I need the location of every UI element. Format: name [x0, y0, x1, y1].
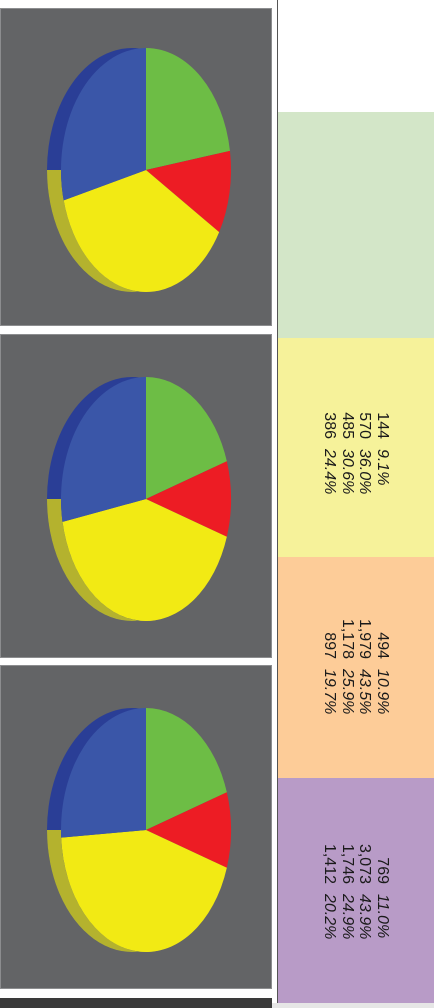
table-row: 3,073 43.9% [356, 836, 374, 950]
table-band-1 [277, 0, 434, 112]
pie-rim-lower [47, 499, 197, 621]
table-row: 494 10.9% [374, 611, 391, 725]
table-group-2: 144 9.1% 570 36.0% 485 30.6% 386 24.4% [321, 391, 392, 505]
row-count: 485 [339, 411, 356, 439]
pie-panel-2 [0, 334, 272, 658]
row-count: 570 [356, 411, 374, 439]
row-percent: 36.0% [356, 448, 374, 494]
pie-panel-1 [0, 8, 272, 326]
pie-slice-4 [61, 377, 146, 522]
pie-slice-3 [63, 170, 220, 292]
table-row: 1,746 24.9% [339, 836, 356, 950]
bottom-rule [0, 998, 272, 1008]
row-count: 1,412 [321, 843, 339, 884]
table-row: 897 19.7% [321, 611, 339, 725]
row-count: 494 [374, 631, 391, 659]
pie-slice-2 [146, 461, 231, 537]
pie-slice-4 [61, 48, 146, 201]
row-count: 1,746 [339, 843, 356, 884]
row-count: 769 [374, 857, 391, 884]
pie-slice-2 [146, 792, 231, 868]
pie-rim-lower [47, 830, 197, 952]
table-band-2 [277, 112, 434, 338]
bottom-rule-light [272, 1003, 434, 1008]
row-percent: 43.9% [356, 894, 374, 940]
row-percent: 20.2% [321, 894, 339, 940]
row-count: 897 [321, 631, 339, 659]
pie-rim-lower [47, 170, 197, 292]
pie-slice-4 [60, 708, 146, 838]
row-percent: 24.4% [321, 448, 339, 494]
table-group-3: 494 10.9% 1,979 43.5% 1,178 25.9% 897 19.7% [321, 611, 392, 725]
table-band-3: 144 9.1% 570 36.0% 485 30.6% 386 24.4% [277, 338, 434, 557]
row-percent: 9.1% [374, 448, 391, 485]
table-row: 1,979 43.5% [356, 611, 374, 725]
pie-panel-3 [0, 665, 272, 989]
table-band-4: 494 10.9% 1,979 43.5% 1,178 25.9% 897 19.7% [277, 557, 434, 778]
pie-chart-1 [47, 48, 231, 292]
row-count: 3,073 [356, 843, 374, 884]
table-row: 570 36.0% [356, 391, 374, 505]
pie-chart-3 [47, 708, 231, 952]
table-row: 1,178 25.9% [339, 611, 356, 725]
table-row: 1,412 20.2% [321, 836, 339, 950]
row-percent: 30.6% [339, 448, 356, 494]
table-band-5: 769 11.0% 3,073 43.9% 1,746 24.9% 1,412 20.2% [277, 778, 434, 1008]
table-row: 386 24.4% [321, 391, 339, 505]
table-row: 144 9.1% [374, 391, 391, 505]
table-group-4: 769 11.0% 3,073 43.9% 1,746 24.9% 1,412 20.2% [321, 836, 392, 950]
row-percent: 25.9% [339, 668, 356, 714]
table-row: 769 11.0% [374, 836, 391, 950]
row-count: 1,979 [356, 618, 374, 659]
pie-slice-3 [62, 499, 227, 621]
row-percent: 10.9% [374, 668, 391, 714]
pie-slice-1 [146, 48, 230, 170]
pie-slice-2 [146, 150, 231, 233]
row-percent: 24.9% [339, 894, 356, 940]
pie-slice-3 [61, 830, 227, 952]
pie-slice-1 [146, 377, 227, 499]
row-percent: 11.0% [374, 894, 391, 939]
row-count: 1,178 [339, 618, 356, 659]
table-row: 485 30.6% [339, 391, 356, 505]
row-percent: 19.7% [321, 668, 339, 714]
row-percent: 43.5% [356, 668, 374, 714]
row-count: 386 [321, 411, 339, 439]
row-count: 144 [374, 411, 391, 439]
pie-chart-2 [47, 377, 231, 621]
pie-slice-1 [146, 708, 227, 830]
